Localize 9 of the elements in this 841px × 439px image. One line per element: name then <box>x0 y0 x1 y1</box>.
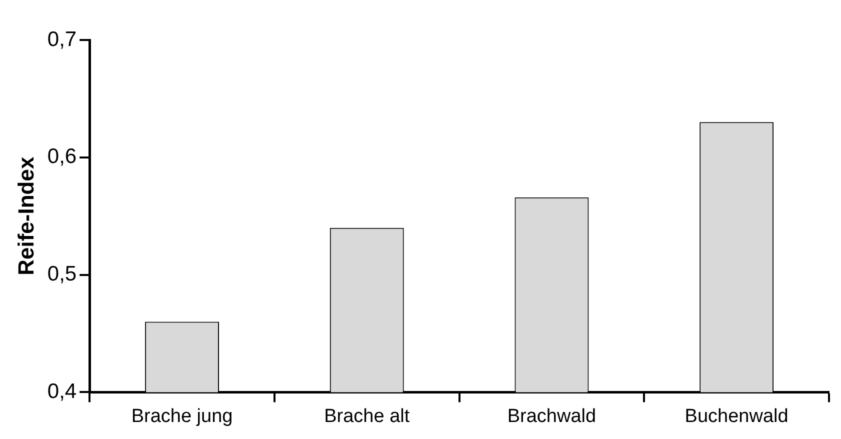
x-tick-label: Brache jung <box>131 406 233 427</box>
y-tick-label: 0,5 <box>47 262 77 286</box>
y-axis-title: Reife-Index <box>13 156 38 276</box>
y-tick-label: 0,7 <box>47 28 77 51</box>
x-tick-label: Buchenwald <box>684 406 788 427</box>
y-tick-label: 0,4 <box>47 380 77 403</box>
x-tick-label: Brache alt <box>324 406 410 427</box>
y-tick-label: 0,6 <box>47 145 77 168</box>
x-tick-label: Brachwald <box>507 406 596 427</box>
